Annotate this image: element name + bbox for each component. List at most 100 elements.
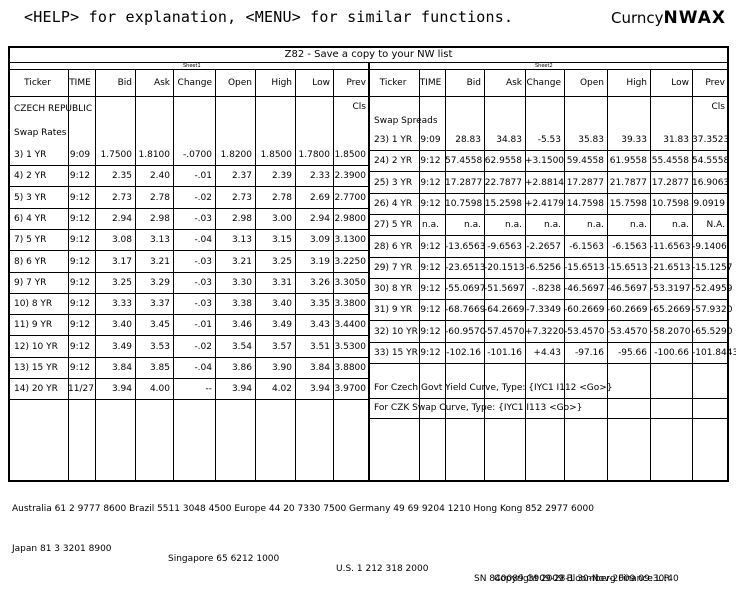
table-cell: -23.6513 <box>445 263 486 273</box>
column-header[interactable]: Ticker <box>379 78 407 88</box>
row-rule <box>10 250 369 251</box>
ticker-cell[interactable]: 25) 3 YR <box>374 178 413 188</box>
table-cell: 2.94 <box>111 214 132 224</box>
ticker-cell[interactable]: 29) 7 YR <box>374 263 413 273</box>
ticker-cell[interactable]: 4) 2 YR <box>14 171 47 181</box>
table-cell: 3.08 <box>111 235 132 245</box>
ticker-cell[interactable]: 32) 10 YR <box>374 327 418 337</box>
column-header[interactable]: Open <box>227 78 252 88</box>
column-header[interactable]: TIME <box>419 78 442 88</box>
s2-col-sep <box>525 70 526 480</box>
table-cell: 1.7500 <box>100 150 133 160</box>
table-cell: -53.4570 <box>607 327 648 337</box>
column-header[interactable]: High <box>271 78 292 88</box>
swap-curve-note[interactable]: For CZK Swap Curve, Type: {IYC1 I113 <Go… <box>374 403 583 413</box>
ticker-cell[interactable]: 12) 10 YR <box>14 342 58 352</box>
ticker-cell[interactable]: 31) 9 YR <box>374 305 413 315</box>
ticker-cell[interactable]: 14) 20 YR <box>14 384 58 394</box>
ticker-cell[interactable]: 23) 1 YR <box>374 135 413 145</box>
column-header[interactable]: Change <box>177 78 212 88</box>
table-cell: 2.33 <box>309 171 330 181</box>
ticker-cell[interactable]: 24) 2 YR <box>374 156 413 166</box>
row-rule <box>370 363 727 364</box>
ticker-cell[interactable]: 13) 15 YR <box>14 363 58 373</box>
table-cell: 3.00 <box>271 214 292 224</box>
column-header[interactable]: Bid <box>466 78 481 88</box>
table-cell: -53.4570 <box>564 327 605 337</box>
table-cell: -.02 <box>194 193 212 203</box>
table-cell: 2.98 <box>231 214 252 224</box>
row-rule <box>10 314 369 315</box>
ticker-cell[interactable]: 11) 9 YR <box>14 320 53 330</box>
footer: Australia 61 2 9777 8600 Brazil 5511 304… <box>12 484 679 584</box>
ticker-cell[interactable]: 30) 8 YR <box>374 284 413 294</box>
row-rule <box>10 208 369 209</box>
country-label: CZECH REPUBLIC <box>14 104 93 114</box>
table-cell: n.a. <box>672 220 689 230</box>
table-cell: 9:12 <box>420 199 441 209</box>
table-cell: 3.19 <box>309 257 330 267</box>
row-rule <box>370 193 727 194</box>
table-cell: 39.33 <box>621 135 647 145</box>
ticker-cell[interactable]: 9) 7 YR <box>14 278 47 288</box>
s2-col-sep <box>445 70 446 480</box>
table-cell: -.03 <box>194 257 212 267</box>
table-cell: -2.2657 <box>526 242 561 252</box>
table-cell: -.03 <box>194 278 212 288</box>
table-cell: 3.5300 <box>334 342 367 352</box>
s2-label: Sheet2 <box>535 63 553 69</box>
ticker-cell[interactable]: 10) 8 YR <box>14 299 53 309</box>
column-header[interactable]: TIME <box>69 78 91 88</box>
table-cell: 2.78 <box>149 193 170 203</box>
table-cell: 3.46 <box>231 320 252 330</box>
note-rule <box>370 398 727 399</box>
table-cell: -52.4959 <box>692 284 733 294</box>
column-header[interactable]: Open <box>579 78 604 88</box>
table-cell: 14.7598 <box>566 199 604 209</box>
row-rule <box>370 171 727 172</box>
ticker-cell[interactable]: 33) 15 YR <box>374 348 418 358</box>
table-cell: -101.16 <box>487 348 522 358</box>
table-cell: 2.78 <box>271 193 292 203</box>
column-header[interactable]: Low <box>671 78 689 88</box>
govt-curve-note[interactable]: For Czech Govt Yield Curve, Type: {IYC1 … <box>374 383 613 393</box>
ticker-cell[interactable]: 27) 5 YR <box>374 220 413 230</box>
section-label: Swap Rates <box>14 128 67 138</box>
ticker-cell[interactable]: 8) 6 YR <box>14 257 47 267</box>
table-cell: -13.6563 <box>445 242 486 252</box>
row-rule <box>10 357 369 358</box>
table-cell: n.a. <box>464 220 481 230</box>
column-header[interactable]: Bid <box>117 78 132 88</box>
s1-header-bottom-rule <box>10 96 369 97</box>
table-cell: 9.0919 <box>693 199 726 209</box>
table-cell: 17.2877 <box>445 178 483 188</box>
column-header[interactable]: Change <box>526 78 561 88</box>
s1-col-sep <box>333 70 334 480</box>
table-cell: n.a. <box>505 220 522 230</box>
ticker-cell[interactable]: 7) 5 YR <box>14 235 47 245</box>
row-rule <box>10 186 369 187</box>
column-header[interactable]: Prev Cls <box>346 78 366 112</box>
row-rule <box>370 342 727 343</box>
s1-col-sep <box>255 70 256 480</box>
column-header[interactable]: Prev Cls <box>705 78 725 112</box>
section-label: Swap Spreads <box>374 116 438 126</box>
ticker-cell[interactable]: 5) 3 YR <box>14 193 47 203</box>
ticker-cell[interactable]: 6) 4 YR <box>14 214 47 224</box>
column-header[interactable]: Ask <box>153 78 170 88</box>
table-cell: 3.9700 <box>334 384 367 394</box>
s2-header-bottom-rule <box>370 96 727 97</box>
column-header[interactable]: Ticker <box>24 78 51 88</box>
ticker-cell[interactable]: 3) 1 YR <box>14 150 47 160</box>
ticker-cell[interactable]: 28) 6 YR <box>374 242 413 252</box>
page-title[interactable]: Z82 - Save a copy to your NW list <box>10 48 727 63</box>
table-cell: 1.8500 <box>334 150 367 160</box>
table-cell: 3.49 <box>271 320 292 330</box>
table-cell: 2.98 <box>149 214 170 224</box>
column-header[interactable]: Ask <box>505 78 522 88</box>
sheet1-panel: Sheet1 Ticker TIME Bid Ask Change Open High Low P… <box>10 63 369 480</box>
ticker-cell[interactable]: 26) 4 YR <box>374 199 413 209</box>
table-cell: 9:12 <box>69 363 91 373</box>
column-header[interactable]: High <box>626 78 647 88</box>
column-header[interactable]: Low <box>312 78 330 88</box>
